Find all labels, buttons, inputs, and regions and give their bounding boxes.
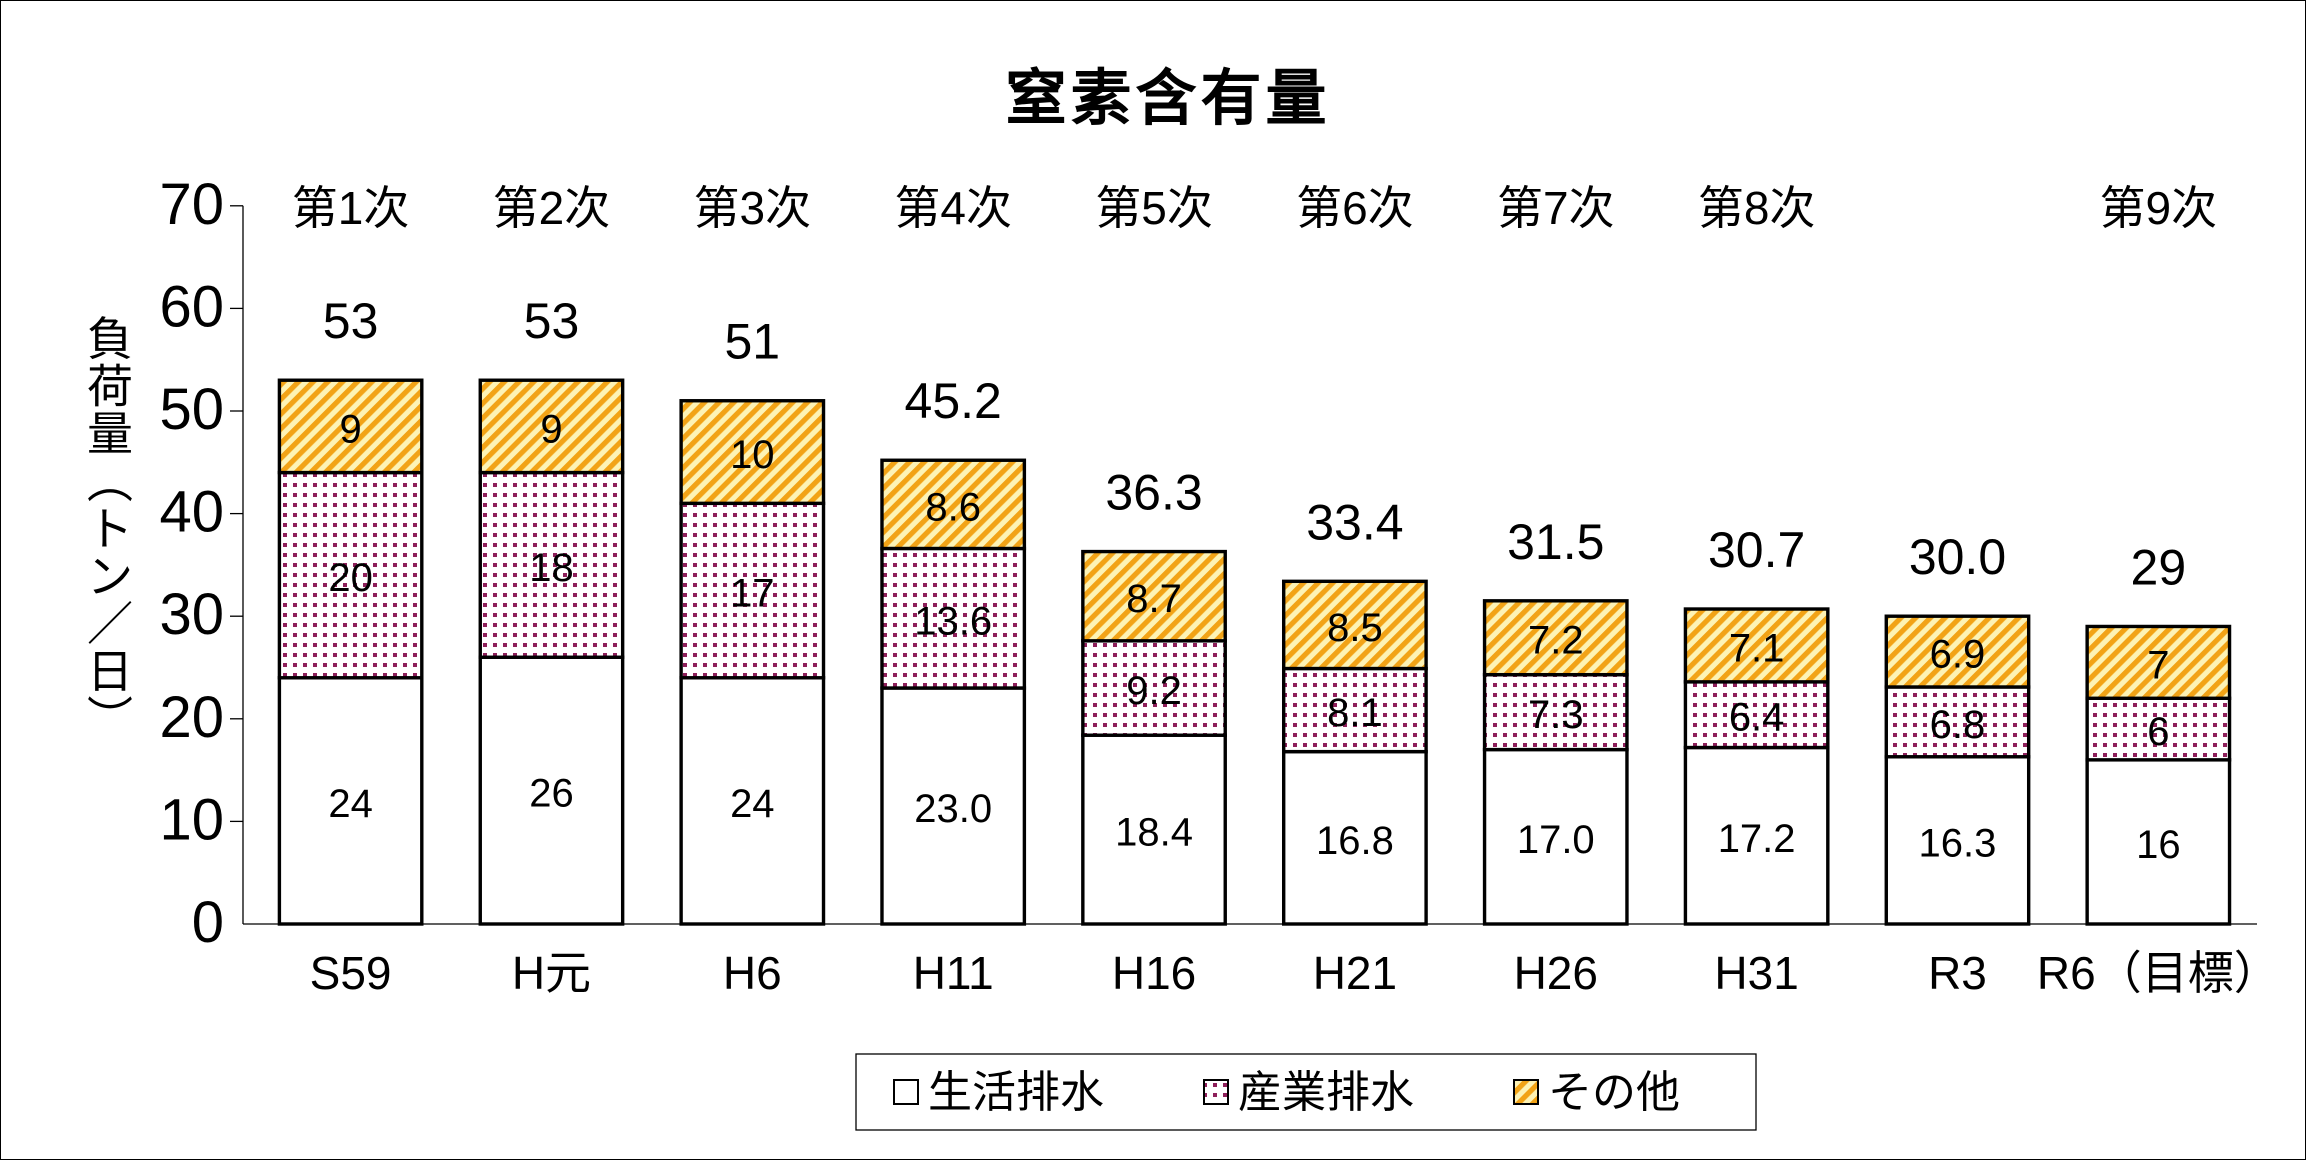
- svg-text:R3: R3: [1928, 947, 1987, 999]
- svg-text:7: 7: [2147, 643, 2169, 687]
- svg-text:6.4: 6.4: [1729, 696, 1785, 740]
- svg-text:9: 9: [339, 407, 361, 451]
- svg-text:H16: H16: [1112, 947, 1196, 999]
- svg-text:9: 9: [540, 407, 562, 451]
- svg-text:生活排水: 生活排水: [928, 1068, 1104, 1117]
- svg-text:24: 24: [730, 782, 775, 826]
- svg-text:70: 70: [159, 172, 224, 237]
- svg-text:H元: H元: [512, 947, 591, 999]
- svg-text:︶: ︶: [87, 693, 133, 745]
- svg-text:16.8: 16.8: [1316, 819, 1394, 863]
- svg-text:30.0: 30.0: [1909, 529, 2006, 585]
- svg-text:33.4: 33.4: [1306, 494, 1403, 550]
- svg-text:7.2: 7.2: [1528, 619, 1584, 663]
- svg-text:7.3: 7.3: [1528, 693, 1584, 737]
- svg-text:10: 10: [159, 787, 224, 852]
- svg-text:18.4: 18.4: [1115, 811, 1193, 855]
- svg-text:17: 17: [730, 572, 775, 616]
- svg-text:第6次: 第6次: [1296, 182, 1414, 234]
- svg-text:ン: ン: [87, 551, 133, 603]
- svg-text:H26: H26: [1514, 947, 1598, 999]
- svg-text:50: 50: [159, 377, 224, 442]
- svg-text:ト: ト: [87, 503, 133, 555]
- svg-text:30.7: 30.7: [1708, 522, 1805, 578]
- svg-text:53: 53: [524, 293, 580, 349]
- svg-text:荷: 荷: [87, 361, 133, 413]
- svg-text:20: 20: [159, 685, 224, 750]
- svg-text:7.1: 7.1: [1729, 626, 1785, 670]
- svg-text:0: 0: [192, 890, 224, 955]
- svg-text:10: 10: [730, 433, 775, 477]
- svg-text:R6（目標）: R6（目標）: [2037, 947, 2280, 999]
- svg-text:H11: H11: [913, 947, 994, 999]
- svg-text:第8次: 第8次: [1698, 182, 1816, 234]
- svg-text:H6: H6: [723, 947, 782, 999]
- svg-text:／: ／: [87, 598, 133, 650]
- svg-text:第1次: 第1次: [292, 182, 410, 234]
- svg-text:量: 量: [87, 408, 133, 460]
- svg-text:負: 負: [87, 313, 133, 365]
- svg-text:産業排水: 産業排水: [1238, 1068, 1414, 1117]
- svg-text:24: 24: [328, 782, 373, 826]
- svg-text:30: 30: [159, 582, 224, 647]
- svg-text:18: 18: [529, 546, 574, 590]
- svg-text:第3次: 第3次: [694, 182, 812, 234]
- svg-text:13.6: 13.6: [914, 599, 992, 643]
- svg-text:9.2: 9.2: [1126, 669, 1182, 713]
- svg-text:第7次: 第7次: [1497, 182, 1615, 234]
- svg-text:23.0: 23.0: [914, 787, 992, 831]
- svg-text:40: 40: [159, 480, 224, 545]
- svg-text:29: 29: [2131, 539, 2187, 595]
- svg-text:26: 26: [529, 772, 574, 816]
- svg-text:その他: その他: [1548, 1068, 1680, 1117]
- svg-text:6.9: 6.9: [1930, 633, 1986, 677]
- svg-text:第4次: 第4次: [894, 182, 1012, 234]
- svg-text:8.1: 8.1: [1327, 691, 1383, 735]
- svg-text:16: 16: [2136, 823, 2181, 867]
- svg-text:17.2: 17.2: [1718, 817, 1796, 861]
- svg-text:60: 60: [159, 274, 224, 339]
- svg-text:53: 53: [323, 293, 379, 349]
- svg-text:日: 日: [87, 646, 133, 698]
- svg-text:51: 51: [725, 314, 781, 370]
- svg-text:20: 20: [328, 556, 373, 600]
- svg-text:6: 6: [2147, 710, 2169, 754]
- svg-text:31.5: 31.5: [1507, 514, 1604, 570]
- svg-text:8.5: 8.5: [1327, 606, 1383, 650]
- svg-text:︵: ︵: [87, 456, 133, 508]
- svg-text:17.0: 17.0: [1517, 818, 1595, 862]
- svg-text:36.3: 36.3: [1105, 465, 1202, 521]
- svg-text:45.2: 45.2: [905, 373, 1002, 429]
- svg-text:第2次: 第2次: [493, 182, 611, 234]
- svg-text:8.6: 8.6: [925, 485, 981, 529]
- svg-text:16.3: 16.3: [1919, 821, 1997, 865]
- svg-text:8.7: 8.7: [1126, 577, 1182, 621]
- svg-text:S59: S59: [310, 947, 392, 999]
- svg-text:H31: H31: [1714, 947, 1798, 999]
- svg-text:H21: H21: [1313, 947, 1397, 999]
- svg-text:第9次: 第9次: [2100, 182, 2218, 234]
- svg-text:6.8: 6.8: [1930, 703, 1986, 747]
- svg-text:第5次: 第5次: [1095, 182, 1213, 234]
